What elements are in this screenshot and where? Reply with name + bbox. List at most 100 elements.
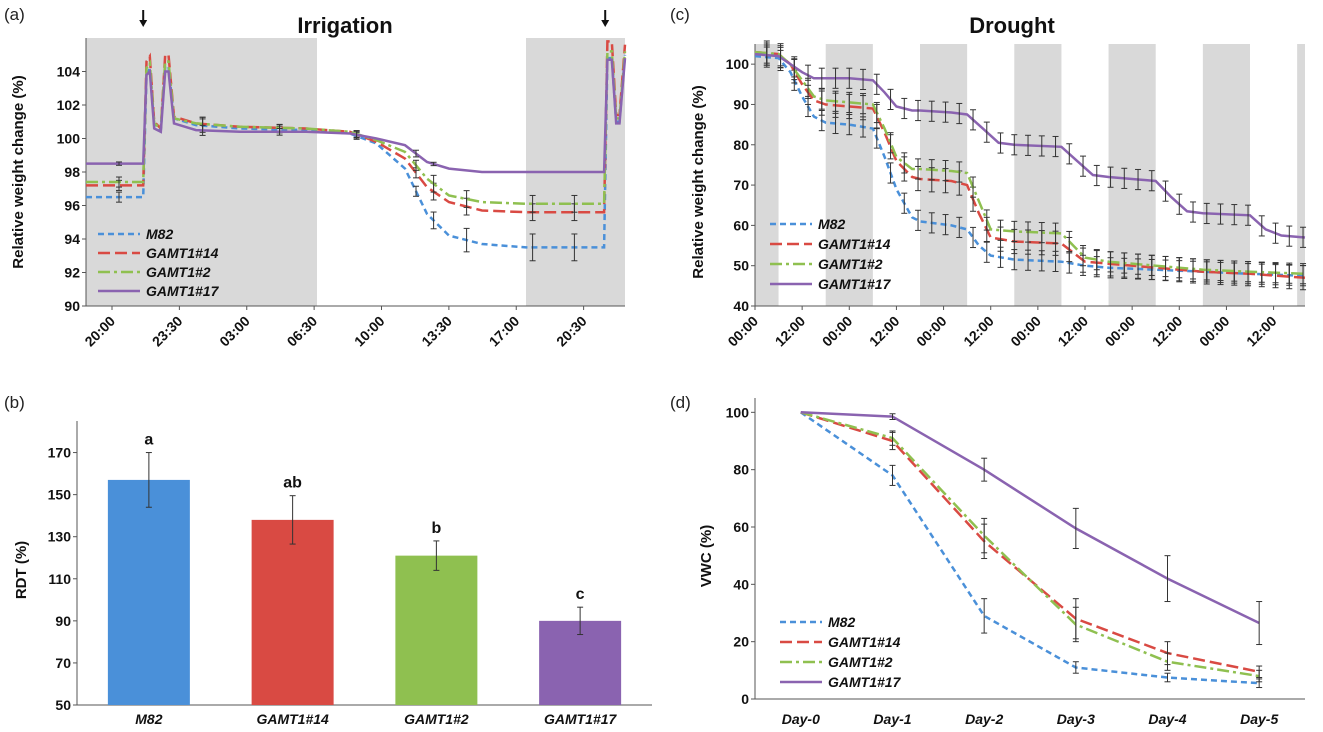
panel-c-xtick-label: 12:00 xyxy=(1149,313,1186,350)
panel-d-vwc-chart: (d) VWC (%) 0 20 40 60 80 100 Day-0 Day-1 Day-2 D… xyxy=(670,393,1305,727)
panel-a-ytick-label: 96 xyxy=(64,198,80,214)
panel-b-category-label: GAMT1#14 xyxy=(256,711,329,727)
panel-b-ytick-label: 70 xyxy=(55,655,71,671)
panel-d-ytick-label: 40 xyxy=(733,576,749,592)
panel-a-ytick-label: 94 xyxy=(64,231,80,247)
panel-d-category-label: Day-0 xyxy=(782,711,820,727)
panel-d-legend-label: GAMT1#14 xyxy=(828,634,901,650)
panel-a-xtick-label: 20:30 xyxy=(553,313,590,350)
panel-c-xtick-label: 00:00 xyxy=(819,313,856,350)
panel-c-xtick-label: 00:00 xyxy=(1007,313,1044,350)
panel-d-legend-label: GAMT1#2 xyxy=(828,654,893,670)
panel-c-title: Drought xyxy=(969,13,1055,38)
panel-c-legend-label: GAMT1#2 xyxy=(818,256,883,272)
panel-b-ytick-label: 110 xyxy=(48,571,71,587)
panel-c-xtick-label: 12:00 xyxy=(960,313,997,350)
panel-c-legend-label: M82 xyxy=(818,216,845,232)
panel-a-irrigation-chart: (a) Irrigation Relative weight change (%… xyxy=(4,5,627,350)
panel-b-significance-label: ab xyxy=(283,475,302,492)
panel-c-series-line xyxy=(754,54,1306,278)
panel-a-title: Irrigation xyxy=(297,13,392,38)
panel-c-xtick-label: 00:00 xyxy=(1196,313,1233,350)
panel-c-night-shade xyxy=(1014,44,1062,306)
panel-a-legend-label: GAMT1#14 xyxy=(146,245,219,261)
panel-c-legend-label: GAMT1#17 xyxy=(818,276,892,292)
panel-c-night-shade xyxy=(1202,44,1250,306)
panel-b-bar xyxy=(251,519,334,705)
panel-a-xtick-label: 23:30 xyxy=(149,313,186,350)
panel-c-ytick-label: 100 xyxy=(726,56,750,72)
panel-c-xtick-label: 12:00 xyxy=(1243,313,1280,350)
panel-d-series-line xyxy=(800,411,1260,674)
panel-c-ylabel: Relative weight change (%) xyxy=(690,85,707,278)
panel-d-series-line xyxy=(800,411,1260,685)
panel-d-ytick-label: 80 xyxy=(733,462,749,478)
arrow-down-icon xyxy=(139,20,148,27)
panel-c-ytick-label: 90 xyxy=(733,96,749,112)
panel-b-ytick-label: 150 xyxy=(48,487,72,503)
panel-d-ytick-label: 60 xyxy=(733,519,749,535)
panel-c-legend-label: GAMT1#14 xyxy=(818,236,891,252)
panel-d-category-label: Day-1 xyxy=(873,711,911,727)
panel-a-xtick-label: 03:00 xyxy=(216,313,253,350)
arrow-down-icon xyxy=(601,20,610,27)
panel-b-significance-label: a xyxy=(144,432,153,449)
panel-d-category-label: Day-4 xyxy=(1148,711,1186,727)
panel-d-category-label: Day-5 xyxy=(1240,711,1278,727)
panel-a-ylabel: Relative weight change (%) xyxy=(10,75,27,268)
panel-c-ytick-label: 50 xyxy=(733,258,749,274)
panel-d-ytick-label: 20 xyxy=(733,634,749,650)
panel-c-letter: (c) xyxy=(670,5,690,24)
panel-d-series-line xyxy=(800,411,1260,678)
panel-c-ytick-label: 80 xyxy=(733,137,749,153)
panel-a-ytick-label: 92 xyxy=(64,265,80,281)
panel-b-rdt-bar-chart: (b) RDT (%) 50 70 90 110 130 150 170 a M82 ab GAMT… xyxy=(4,393,652,727)
panel-b-ytick-label: 90 xyxy=(55,613,71,629)
panel-b-significance-label: c xyxy=(576,586,585,603)
panel-c-xtick-label: 12:00 xyxy=(772,313,809,350)
panel-a-ytick-label: 102 xyxy=(57,97,81,113)
panel-b-ytick-label: 130 xyxy=(48,529,72,545)
panel-d-ytick-label: 0 xyxy=(741,691,749,707)
panel-b-bar xyxy=(395,555,478,705)
panel-c-series-line xyxy=(754,50,1306,280)
panel-d-legend-label: GAMT1#17 xyxy=(828,674,902,690)
panel-b-category-label: GAMT1#17 xyxy=(544,711,618,727)
panel-a-xtick-label: 20:00 xyxy=(81,313,118,350)
panel-b-significance-label: b xyxy=(431,520,441,537)
panel-d-legend-label: M82 xyxy=(828,614,855,630)
panel-a-xtick-label: 13:30 xyxy=(418,313,455,350)
panel-a-xtick-label: 06:30 xyxy=(284,313,321,350)
panel-d-ytick-label: 100 xyxy=(726,404,750,420)
panel-b-bar xyxy=(107,479,190,705)
panel-c-xtick-label: 00:00 xyxy=(1102,313,1139,350)
panel-a-letter: (a) xyxy=(4,5,25,24)
panel-c-night-shade xyxy=(1297,44,1305,306)
panel-c-drought-chart: (c) Drought Relative weight change (%) 4… xyxy=(670,5,1307,350)
panel-c-night-shade xyxy=(920,44,968,306)
panel-c-xtick-label: 00:00 xyxy=(913,313,950,350)
panel-a-series-line xyxy=(86,57,627,174)
panel-a-night-shade xyxy=(86,38,317,306)
panel-d-category-label: Day-2 xyxy=(965,711,1003,727)
panel-d-series-line xyxy=(800,411,1260,625)
panel-c-xtick-label: 00:00 xyxy=(724,313,761,350)
panel-b-ylabel: RDT (%) xyxy=(13,541,30,599)
panel-a-xtick-label: 17:00 xyxy=(486,313,523,350)
panel-b-ytick-label: 50 xyxy=(55,697,71,713)
panel-a-ytick-label: 90 xyxy=(64,298,80,314)
panel-a-legend-label: GAMT1#17 xyxy=(146,283,220,299)
panel-d-letter: (d) xyxy=(670,393,691,412)
panel-a-ytick-label: 100 xyxy=(57,131,81,147)
panel-b-category-label: GAMT1#2 xyxy=(404,711,469,727)
panel-c-xtick-label: 12:00 xyxy=(1054,313,1091,350)
panel-d-ylabel: VWC (%) xyxy=(698,525,715,588)
panel-b-category-label: M82 xyxy=(135,711,162,727)
panel-d-category-label: Day-3 xyxy=(1057,711,1095,727)
panel-a-xtick-label: 10:00 xyxy=(351,313,388,350)
panel-a-ytick-label: 98 xyxy=(64,164,80,180)
panel-c-ytick-label: 60 xyxy=(733,217,749,233)
panel-a-legend-label: M82 xyxy=(146,226,173,242)
panel-a-legend-label: GAMT1#2 xyxy=(146,264,211,280)
